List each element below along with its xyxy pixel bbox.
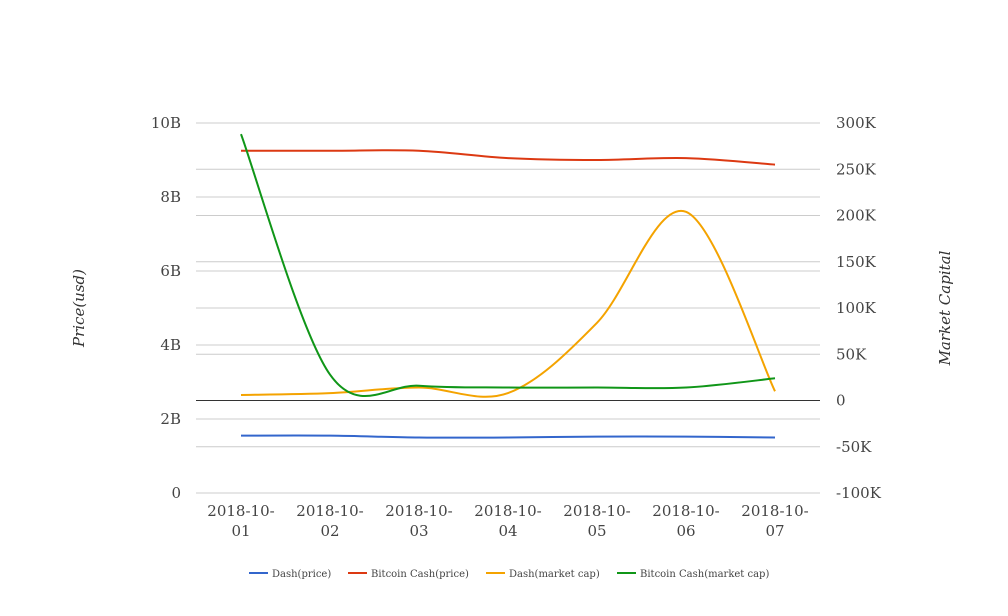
right-axis-tick-label: 300K xyxy=(836,114,877,132)
series-line-dash-market-cap xyxy=(240,209,776,398)
legend-label: Dash(price) xyxy=(272,569,331,580)
right-axis-title: Market Capital xyxy=(936,250,954,366)
series-line-bitcoin-cash-price xyxy=(241,149,776,166)
right-axis-tick-label: 150K xyxy=(836,253,877,271)
x-axis-tick-label: 2018-10-03 xyxy=(385,502,452,540)
left-axis-tick-label: 8B xyxy=(160,188,181,206)
right-axis-tick-label: 200K xyxy=(836,207,877,225)
x-axis-tick-label: 2018-10-07 xyxy=(741,502,808,540)
right-axis-tick-label: 100K xyxy=(836,299,877,317)
right-axis-tick-label: -50K xyxy=(836,438,872,456)
x-axis-tick-label: 2018-10-06 xyxy=(652,502,719,540)
series-line-bitcoin-cash-market-cap xyxy=(240,133,776,397)
left-axis-title: Price(usd) xyxy=(70,269,88,348)
x-axis-tick-label: 2018-10-02 xyxy=(296,502,363,540)
x-axis-tick-label: 2018-10-04 xyxy=(474,502,541,540)
series-line-dash-price xyxy=(240,434,776,439)
axis-layer: 0 2B 4B 6B 8B 10B -100K -50K 0 50K 100K 150K 200K 250… xyxy=(70,114,954,540)
left-axis-tick-label: 2B xyxy=(160,410,181,428)
legend-label: Bitcoin Cash(price) xyxy=(371,569,469,580)
left-axis-tick-label: 6B xyxy=(160,262,181,280)
legend-label: Bitcoin Cash(market cap) xyxy=(640,569,769,580)
right-axis-tick-label: 0 xyxy=(836,392,846,410)
right-axis-tick-label: 50K xyxy=(836,345,867,363)
left-axis-tick-label: 10B xyxy=(151,114,181,132)
right-axis-tick-label: 250K xyxy=(836,160,877,178)
left-axis-tick-label: 0 xyxy=(171,484,181,502)
legend: Dash(price) Bitcoin Cash(price) Dash(marke… xyxy=(249,569,769,580)
left-axis-tick-label: 4B xyxy=(160,336,181,354)
series-layer xyxy=(240,133,776,439)
legend-label: Dash(market cap) xyxy=(509,569,600,580)
x-axis-tick-label: 2018-10-01 xyxy=(207,502,274,540)
x-axis-tick-label: 2018-10-05 xyxy=(563,502,630,540)
right-axis-tick-label: -100K xyxy=(836,484,882,502)
